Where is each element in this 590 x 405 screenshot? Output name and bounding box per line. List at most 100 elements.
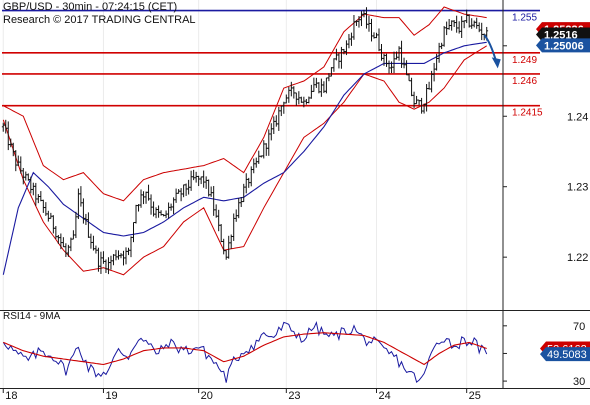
price-bar bbox=[480, 22, 484, 41]
price-bar bbox=[64, 243, 68, 257]
price-bar bbox=[227, 235, 231, 259]
price-bar bbox=[405, 60, 408, 76]
price-bar bbox=[319, 78, 323, 97]
price-bar bbox=[232, 213, 236, 241]
price-bar bbox=[127, 247, 130, 256]
price-bar bbox=[69, 237, 73, 252]
price-bar bbox=[179, 188, 183, 202]
price-bar bbox=[257, 150, 261, 164]
price-bar bbox=[462, 20, 466, 29]
price-bar bbox=[31, 182, 35, 196]
price-bar bbox=[279, 105, 283, 117]
x-tick-label: 24 bbox=[378, 390, 390, 400]
price-bar bbox=[262, 140, 266, 159]
price-bar bbox=[174, 188, 178, 203]
price-bar bbox=[347, 34, 351, 49]
price-bar bbox=[299, 96, 303, 103]
price-bar bbox=[147, 184, 150, 201]
price-bar bbox=[6, 121, 10, 151]
chart-title: GBP/USD - 30min - 07:24:15 (CET) bbox=[3, 1, 178, 13]
price-bar bbox=[112, 254, 115, 266]
price-bar bbox=[264, 143, 268, 156]
price-bar bbox=[455, 15, 459, 33]
price-bar bbox=[470, 18, 474, 29]
price-bar bbox=[222, 238, 226, 255]
price-badge-label: 1.25006 bbox=[544, 40, 584, 52]
price-bar bbox=[142, 191, 145, 205]
price-badge: 1.25006 bbox=[536, 38, 590, 52]
price-bar bbox=[139, 189, 143, 208]
price-bar bbox=[209, 186, 213, 197]
price-badge-shape bbox=[536, 38, 590, 53]
price-bar bbox=[387, 60, 391, 74]
price-bar bbox=[442, 26, 446, 47]
price-bar bbox=[154, 207, 158, 219]
price-bar bbox=[460, 16, 464, 38]
price-bar bbox=[207, 179, 211, 197]
price-bar bbox=[267, 129, 271, 156]
key-level-label: 1.255 bbox=[512, 13, 537, 24]
price-bar bbox=[94, 245, 98, 254]
price-bar bbox=[202, 170, 206, 188]
price-bar bbox=[59, 233, 63, 250]
price-bar bbox=[244, 173, 248, 194]
price-bar bbox=[44, 202, 48, 216]
price-bar bbox=[204, 176, 208, 189]
price-bar bbox=[427, 81, 431, 90]
price-bar bbox=[159, 210, 163, 216]
rsi-title: RSI14 - 9MA bbox=[3, 311, 61, 322]
grid-layer bbox=[2, 0, 468, 388]
price-bar bbox=[219, 224, 223, 243]
price-bar bbox=[11, 142, 15, 157]
price-bar bbox=[89, 233, 93, 249]
price-bar bbox=[189, 170, 193, 191]
price-bar bbox=[367, 16, 371, 32]
arrow-layer bbox=[483, 34, 501, 69]
rsi-ma-line bbox=[3, 332, 487, 366]
price-bar bbox=[440, 42, 444, 50]
rsi-line bbox=[2, 321, 488, 383]
chart-copyright: Research © 2017 TRADING CENTRAL bbox=[3, 14, 196, 26]
price-bar bbox=[177, 189, 181, 194]
price-bar bbox=[79, 186, 83, 207]
y-tick-label: 1.24 bbox=[567, 111, 588, 123]
price-bar bbox=[410, 77, 413, 97]
price-bar bbox=[254, 157, 258, 168]
bollinger-layer bbox=[2, 6, 487, 276]
price-bar bbox=[74, 211, 78, 239]
price-bar bbox=[49, 212, 53, 219]
price-bar bbox=[415, 95, 418, 105]
price-bar bbox=[144, 191, 148, 204]
price-bar bbox=[385, 53, 388, 67]
key-level-label: 1.258 bbox=[512, 0, 537, 2]
moving-average-layer bbox=[2, 41, 487, 275]
price-bar bbox=[19, 156, 23, 174]
bollinger-upper-band bbox=[3, 6, 487, 202]
price-bar bbox=[217, 209, 221, 232]
price-bar bbox=[41, 199, 45, 213]
price-bar bbox=[132, 222, 135, 243]
price-bar bbox=[229, 234, 233, 249]
price-bar bbox=[370, 18, 373, 42]
price-bar bbox=[99, 251, 103, 274]
key-level-label: 1.2415 bbox=[512, 108, 543, 119]
price-bar bbox=[212, 186, 216, 216]
price-bar bbox=[82, 198, 85, 224]
price-bar bbox=[472, 20, 476, 28]
price-bar bbox=[122, 250, 125, 266]
x-tick-label: 20 bbox=[201, 390, 213, 400]
price-bar bbox=[287, 86, 291, 103]
price-bar bbox=[182, 184, 186, 198]
price-bar bbox=[249, 166, 253, 187]
price-bar bbox=[51, 215, 55, 234]
price-bar bbox=[157, 205, 160, 218]
price-bar bbox=[425, 84, 428, 112]
price-bar bbox=[309, 84, 313, 99]
price-bar bbox=[284, 94, 288, 104]
projection-arrow-head bbox=[491, 57, 501, 69]
x-tick-label: 18 bbox=[5, 390, 17, 400]
price-bar bbox=[192, 169, 196, 181]
price-bar bbox=[162, 214, 165, 217]
